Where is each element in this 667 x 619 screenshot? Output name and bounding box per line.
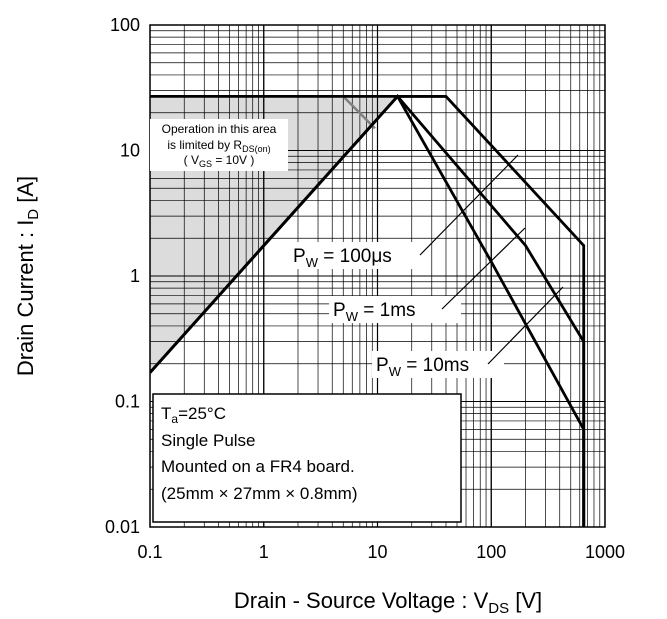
curves [150,93,586,527]
conditions-line3: Mounted on a FR4 board. [161,457,355,476]
y-axis-label: Drain Current : ID [A] [13,176,42,376]
series-leader-line [419,154,519,256]
series-label-bg [372,351,504,378]
x-tick-label: 10 [367,542,387,562]
conditions-box [152,393,462,523]
series-label-bg [289,242,421,269]
x-tick-label: 1000 [585,542,625,562]
area-note-box [150,119,288,171]
series-leader-line [487,286,564,365]
y-tick-label: 10 [120,141,140,161]
area-note-line3: ( VGS = 10V ) [184,153,255,169]
series-label: PW = 10ms [376,355,469,379]
series-leader-line [441,227,526,310]
series-labels: PW = 100μs PW = 1ms PW = 10ms [289,154,564,379]
x-tick-label: 1 [259,542,269,562]
series-label-bg [329,296,461,323]
x-axis-label: Drain - Source Voltage : VDS [V] [234,588,542,617]
x-tick-label: 100 [476,542,506,562]
y-tick-label: 0.1 [115,392,140,412]
x-tick-label: 0.1 [137,542,162,562]
series-label: PW = 100μs [293,246,392,270]
conditions-line4: (25mm × 27mm × 0.8mm) [161,484,358,503]
series-label: PW = 1ms [333,300,416,324]
y-tick-label: 0.01 [105,517,140,537]
plot-frame [149,24,606,528]
y-tick-label: 1 [130,266,140,286]
area-note-line2: is limited by RDS(on) [167,138,270,154]
conditions-line2: Single Pulse [161,431,256,450]
area-note-line1: Operation in this area [162,122,277,136]
y-tick-labels: 0.01 0.1 1 10 100 [105,15,140,537]
rds-limit-line [342,95,376,130]
x-tick-labels: 0.1 1 10 100 1000 [137,542,625,562]
y-tick-label: 100 [110,15,140,35]
conditions-line1: Ta=25°C [161,404,226,426]
